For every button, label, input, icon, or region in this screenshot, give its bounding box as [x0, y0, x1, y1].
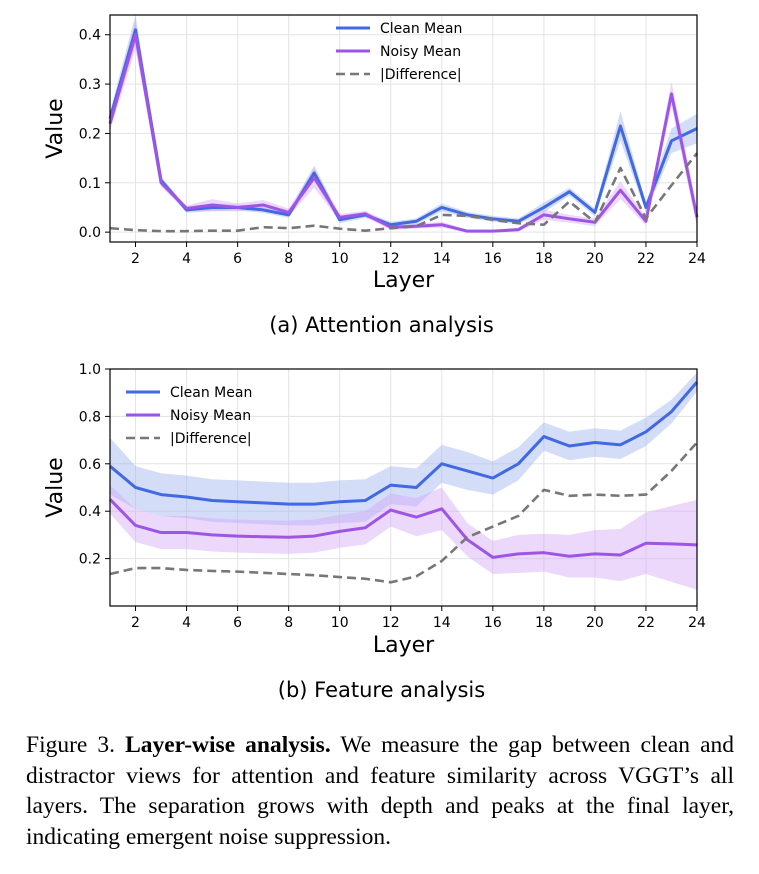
x-tick-label: 20 — [586, 615, 604, 631]
plot-frame — [109, 368, 698, 607]
series-line-noisymean — [108, 498, 698, 559]
caption-prefix: Figure 3. — [26, 732, 126, 758]
legend-label: Clean Mean — [170, 385, 252, 401]
plot-frame — [109, 14, 698, 243]
y-tick-label: 0.3 — [79, 77, 101, 93]
subcaption: (a) Attention analysis — [269, 313, 494, 337]
x-tick-label: 24 — [688, 615, 706, 631]
x-tick-label: 12 — [382, 615, 400, 631]
x-tick-label: 24 — [688, 251, 706, 267]
y-tick-label: 1.0 — [79, 362, 101, 378]
x-tick-label: 20 — [586, 251, 604, 267]
chart-attention: 2 4 6 8 10 12 14 16 18 20 22 240.00.10.20.30.4Layer… — [43, 14, 706, 337]
y-tick-label: 0.6 — [79, 457, 101, 473]
y-tick-label: 0.0 — [79, 225, 101, 241]
figure-caption: Figure 3. Layer-wise analysis. We measur… — [26, 730, 734, 852]
x-tick-label: 14 — [433, 615, 451, 631]
legend: Clean Mean Noisy Mean |Difference| — [126, 385, 252, 447]
legend-label: |Difference| — [170, 431, 252, 447]
x-tick-label: 10 — [331, 251, 349, 267]
y-axis-label: Value — [43, 457, 68, 517]
legend-label: |Difference| — [380, 67, 462, 83]
series-line-difference — [109, 152, 699, 233]
x-tick-label: 8 — [284, 615, 293, 631]
x-tick-label: 18 — [535, 251, 553, 267]
legend-label: Clean Mean — [380, 21, 462, 37]
x-tick-label: 6 — [233, 615, 242, 631]
x-tick-label: 14 — [433, 251, 451, 267]
chart-feature: 2 4 6 8 10 12 14 16 18 20 22 240.20.40.60.81.0Layer… — [43, 362, 706, 702]
y-axis-label: Value — [43, 98, 68, 158]
x-tick-label: 18 — [535, 615, 553, 631]
band-cleanmean — [110, 372, 697, 526]
x-tick-label: 2 — [131, 615, 140, 631]
y-tick-label: 0.1 — [79, 176, 101, 192]
x-tick-label: 2 — [131, 251, 140, 267]
x-tick-label: 10 — [331, 615, 349, 631]
series-line-difference — [109, 441, 698, 584]
x-axis-label: Layer — [373, 633, 435, 658]
x-tick-label: 4 — [182, 251, 191, 267]
y-tick-label: 0.4 — [79, 28, 101, 44]
x-tick-label: 22 — [637, 615, 655, 631]
caption-body: We measure the gap between clean and dis… — [26, 732, 735, 850]
y-tick-label: 0.2 — [79, 552, 101, 568]
x-tick-label: 16 — [484, 615, 502, 631]
series-line-cleanmean — [108, 28, 698, 227]
series-line-cleanmean — [109, 381, 699, 506]
x-tick-label: 16 — [484, 251, 502, 267]
x-tick-label: 12 — [382, 251, 400, 267]
caption-bold-title: Layer-wise analysis. — [125, 732, 331, 758]
x-tick-label: 4 — [182, 615, 191, 631]
legend-label: Noisy Mean — [380, 44, 461, 60]
subcaption: (b) Feature analysis — [278, 678, 485, 702]
x-tick-label: 22 — [637, 251, 655, 267]
x-tick-label: 6 — [233, 251, 242, 267]
y-tick-label: 0.8 — [79, 409, 101, 425]
x-tick-label: 8 — [284, 251, 293, 267]
band-noisymean — [110, 485, 697, 590]
y-tick-label: 0.2 — [79, 126, 101, 142]
legend-label: Noisy Mean — [170, 408, 251, 424]
x-axis-label: Layer — [373, 268, 435, 293]
y-tick-label: 0.4 — [79, 504, 101, 520]
legend: Clean Mean Noisy Mean |Difference| — [336, 21, 462, 83]
